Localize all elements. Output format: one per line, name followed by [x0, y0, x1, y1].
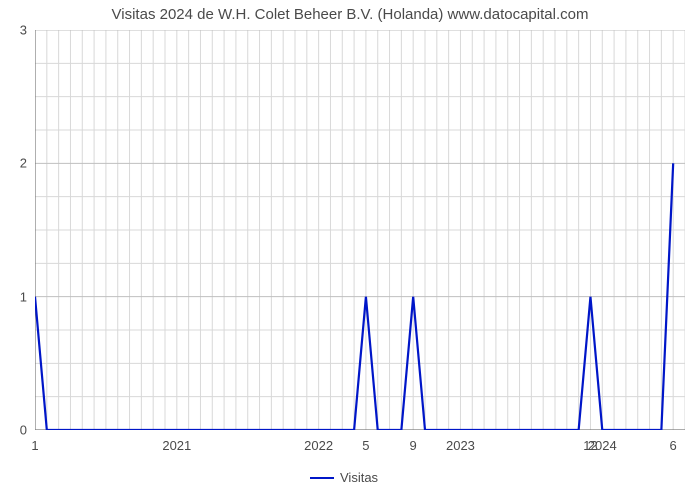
y-tick-label: 2 — [7, 156, 27, 171]
x-tick-label: 9 — [410, 438, 417, 453]
x-tick-label: 2022 — [304, 438, 333, 453]
x-tick-label: 2023 — [446, 438, 475, 453]
y-tick-label: 0 — [7, 423, 27, 438]
x-tick-label: 5 — [362, 438, 369, 453]
legend-label: Visitas — [340, 470, 378, 485]
y-tick-label: 3 — [7, 23, 27, 38]
x-tick-label: 2024 — [588, 438, 617, 453]
legend-swatch — [310, 477, 334, 479]
y-tick-label: 1 — [7, 289, 27, 304]
x-tick-label: 1 — [31, 438, 38, 453]
chart-legend: Visitas — [310, 470, 378, 485]
x-tick-label: 2021 — [162, 438, 191, 453]
chart-plot-area — [35, 30, 685, 430]
chart-title: Visitas 2024 de W.H. Colet Beheer B.V. (… — [0, 6, 700, 23]
x-tick-label: 6 — [670, 438, 677, 453]
